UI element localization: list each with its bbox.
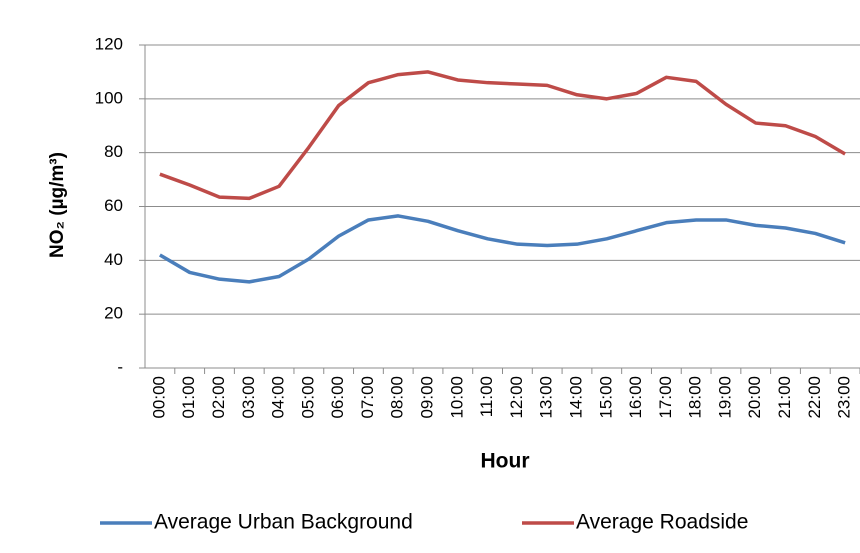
x-tick-label: 14:00 <box>566 376 585 419</box>
x-tick-label: 13:00 <box>537 376 556 419</box>
y-tick-label: 20 <box>104 304 123 323</box>
x-tick-label: 11:00 <box>477 376 496 417</box>
x-tick-label: 22:00 <box>805 376 824 419</box>
x-tick-label: 06:00 <box>328 376 347 419</box>
y-tick-label: 40 <box>104 250 123 269</box>
x-tick-label: 20:00 <box>745 376 764 419</box>
legend-label: Average Roadside <box>576 511 748 534</box>
x-tick-label: 04:00 <box>269 376 288 419</box>
x-axis-label: Hour <box>481 450 530 473</box>
y-tick-label: - <box>117 357 123 376</box>
x-tick-label: 17:00 <box>656 376 675 419</box>
x-tick-label: 09:00 <box>418 376 437 419</box>
x-tick-label: 02:00 <box>209 376 228 419</box>
x-tick-label: 01:00 <box>179 376 198 419</box>
x-tick-label: 18:00 <box>686 376 705 419</box>
y-tick-label: 60 <box>104 196 123 215</box>
x-tick-label: 16:00 <box>626 376 645 419</box>
x-tick-label: 05:00 <box>298 376 317 419</box>
y-tick-label: 80 <box>104 142 123 161</box>
y-axis-label: NO₂ (µg/m³) <box>47 152 68 258</box>
series-line <box>159 214 846 284</box>
legend-label: Average Urban Background <box>154 511 413 534</box>
x-tick-label: 19:00 <box>715 376 734 419</box>
x-tick-label: 10:00 <box>447 376 466 419</box>
y-tick-label: 100 <box>95 88 123 107</box>
x-tick-label: 07:00 <box>358 376 377 419</box>
x-tick-label: 23:00 <box>835 376 854 419</box>
x-tick-label: 12:00 <box>507 376 526 419</box>
x-tick-label: 21:00 <box>775 376 794 419</box>
x-tick-label: 15:00 <box>596 376 615 419</box>
x-tick-label: 08:00 <box>388 376 407 419</box>
series-line <box>159 70 846 201</box>
x-tick-label: 00:00 <box>149 376 168 419</box>
y-tick-label: 120 <box>95 34 123 53</box>
x-tick-label: 03:00 <box>239 376 258 419</box>
